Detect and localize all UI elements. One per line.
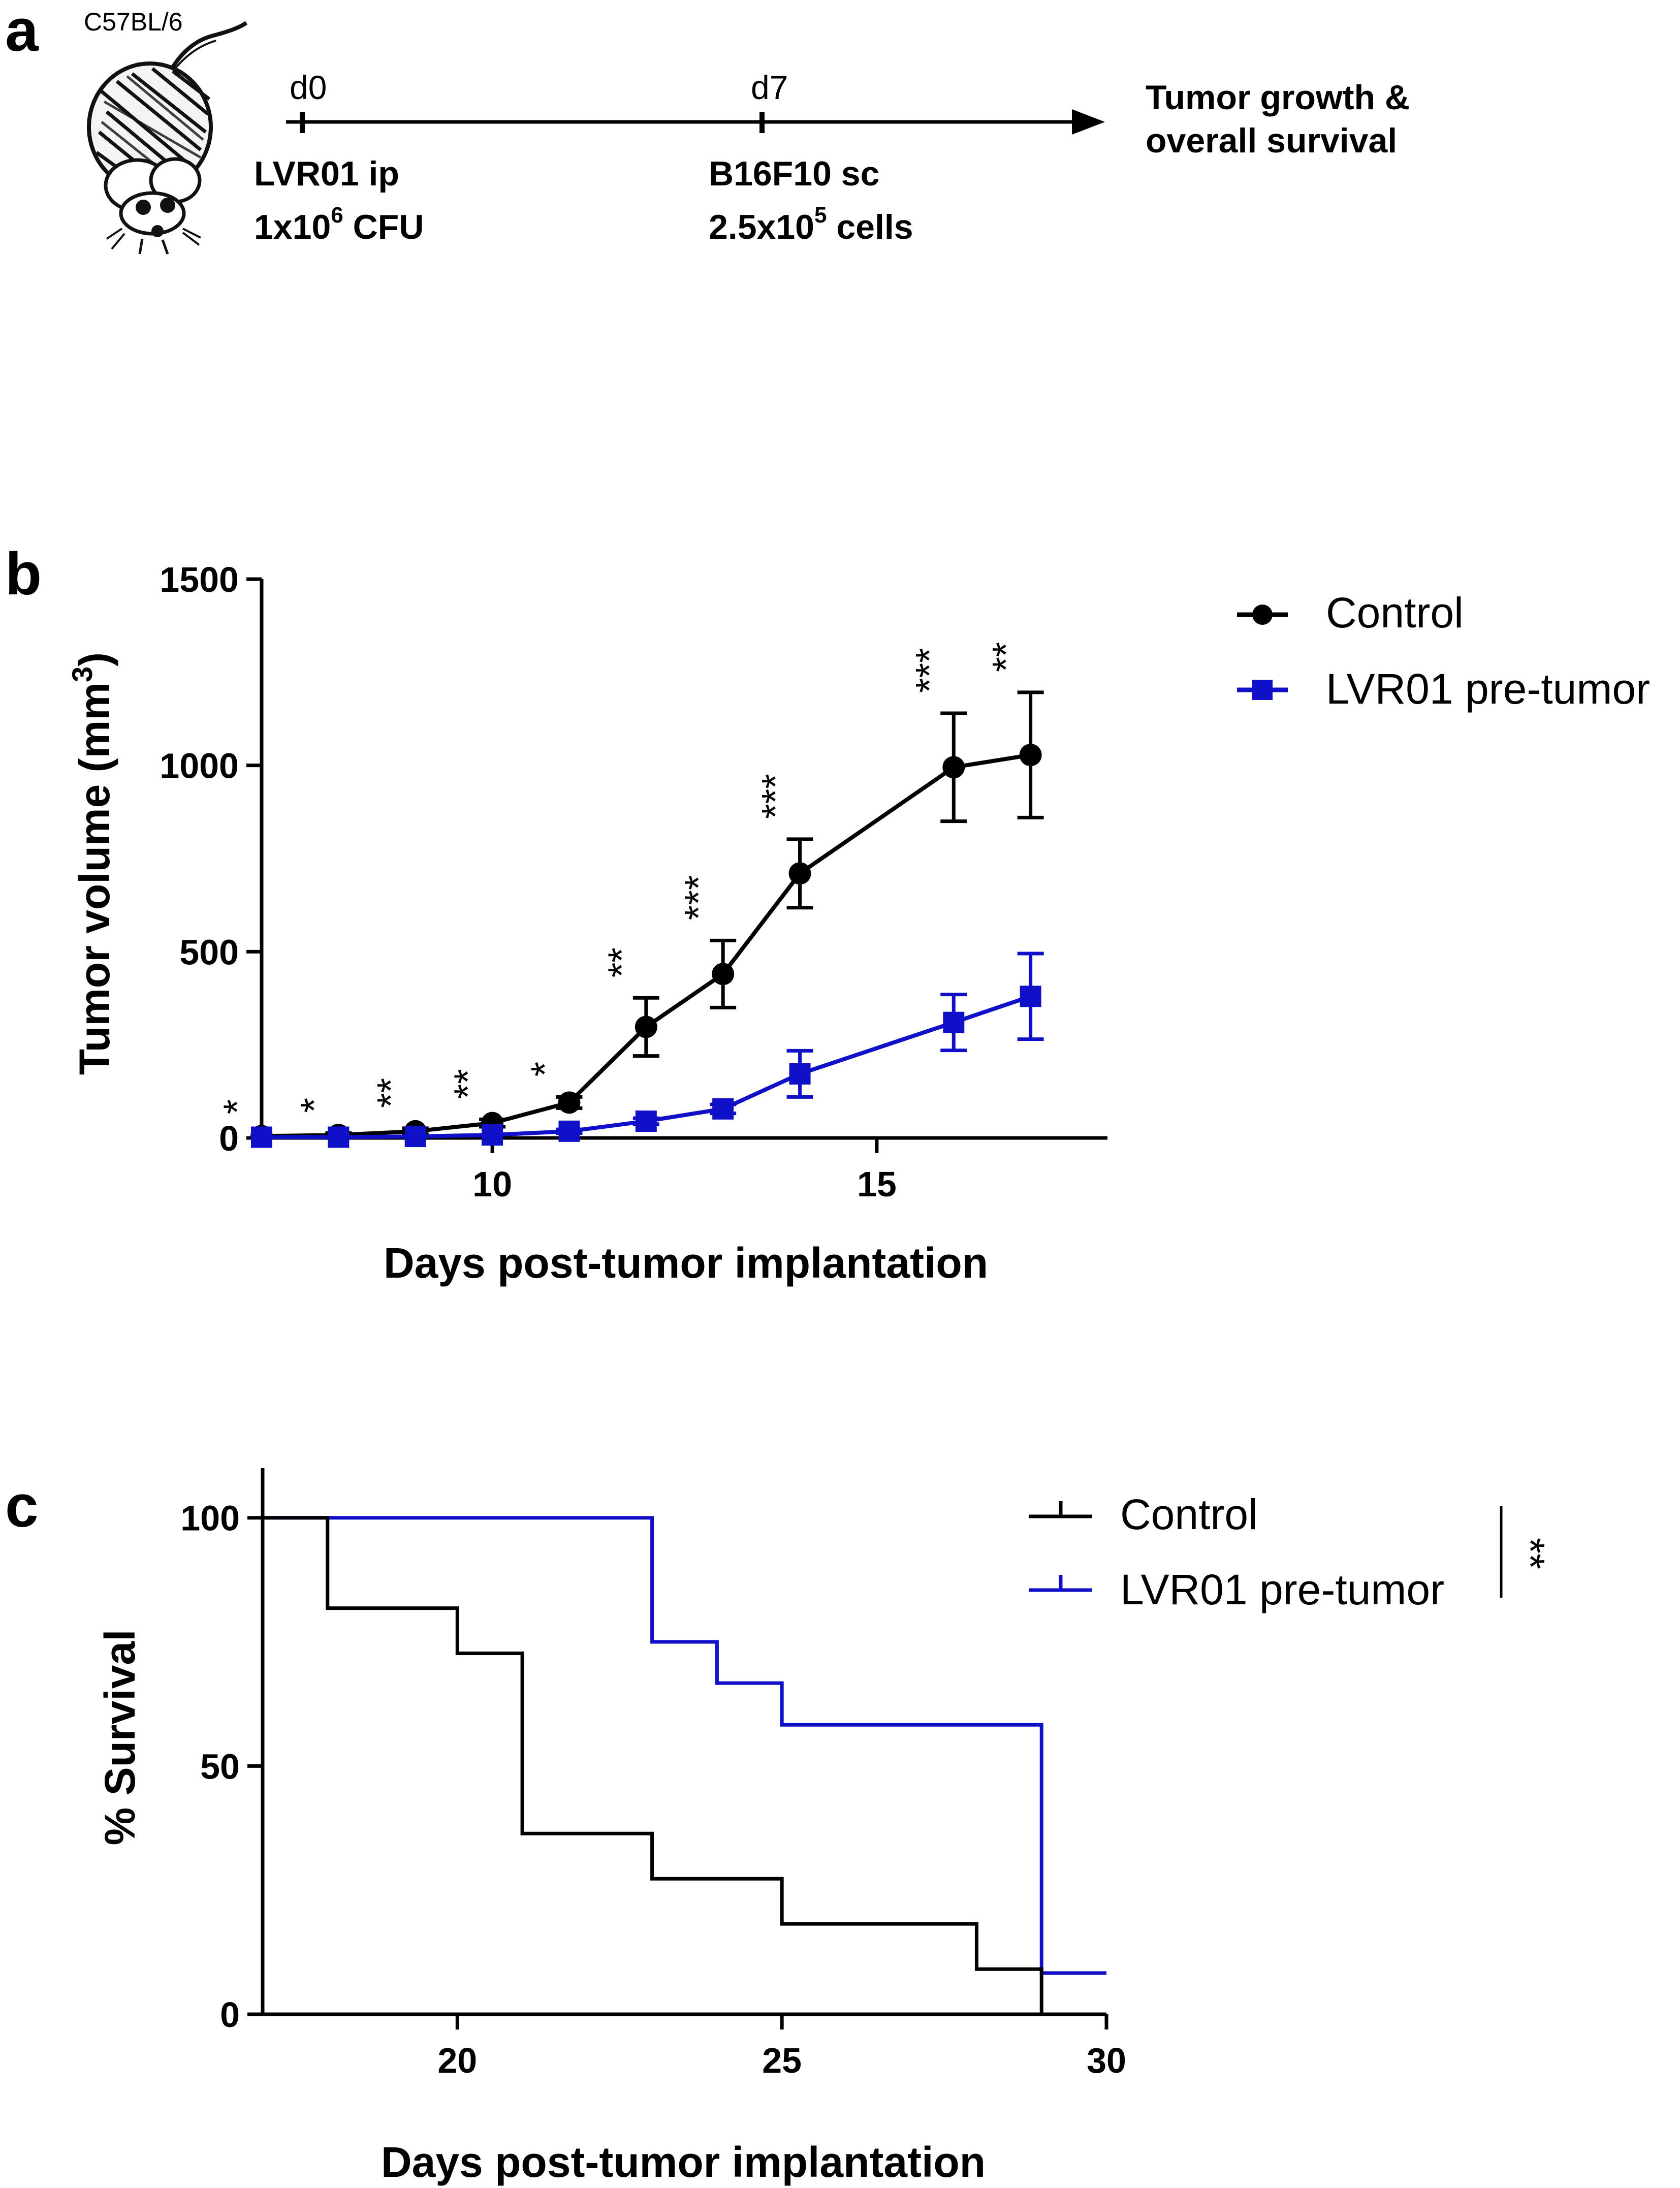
panel-b-legend: Control LVR01 pre-tumor xyxy=(1237,589,1650,713)
data-point xyxy=(251,1126,272,1148)
panel-c-label: c xyxy=(5,1473,39,1540)
significance-marker: *** xyxy=(908,648,951,693)
data-point xyxy=(1019,744,1042,767)
panel-a-label: a xyxy=(5,0,39,64)
data-point xyxy=(788,862,811,885)
significance-marker: ** xyxy=(600,947,644,977)
step2-line2-tail: cells xyxy=(827,208,913,246)
step1-line2: 1x106 CFU xyxy=(254,203,424,246)
strain-label: C57BL/6 xyxy=(84,8,183,36)
y-tick-label: 1500 xyxy=(160,560,239,599)
survival-curve-0 xyxy=(263,1516,1043,2014)
step2-line2-sup: 5 xyxy=(814,203,827,228)
legend-control-label: Control xyxy=(1326,589,1464,637)
significance-marker: ** xyxy=(370,1078,413,1108)
legend-treated-marker xyxy=(1252,680,1273,700)
panel-b-ylabel-tail: ) xyxy=(71,652,118,667)
legend-c-control-label: Control xyxy=(1120,1491,1258,1538)
data-point xyxy=(404,1126,426,1148)
legend-control-marker xyxy=(1252,605,1273,625)
timeline-d0: d0 xyxy=(290,69,327,106)
y-tick-label: 50 xyxy=(200,1747,240,1786)
x-tick-label: 30 xyxy=(1087,2041,1126,2080)
step1-line2-tail: CFU xyxy=(343,208,424,246)
step1-line2-base: 1x10 xyxy=(254,208,331,246)
data-point xyxy=(635,1016,657,1038)
panel-c-xlabel: Days post-tumor implantation xyxy=(381,2138,986,2186)
data-point xyxy=(789,1063,811,1085)
survival-curve-1 xyxy=(263,1516,1106,1975)
legend-treated-label: LVR01 pre-tumor xyxy=(1326,665,1650,713)
y-tick-label: 500 xyxy=(179,932,239,972)
data-point xyxy=(328,1126,350,1148)
y-tick-label: 0 xyxy=(219,1119,239,1158)
timeline-d7: d7 xyxy=(751,69,788,106)
significance-marker: * xyxy=(523,1062,566,1077)
step1-line1: LVR01 ip xyxy=(254,154,399,193)
panel-c-ylabel: % Survival xyxy=(96,1630,144,1846)
panel-c-significance: ** xyxy=(1508,1538,1553,1569)
significance-marker: *** xyxy=(677,875,720,921)
significance-marker: * xyxy=(216,1099,259,1115)
x-tick-label: 20 xyxy=(437,2041,477,2080)
significance-marker: * xyxy=(293,1098,336,1113)
series-line-0 xyxy=(261,753,1031,1138)
survival-plot: 0 50 100 20 25 30 xyxy=(180,1468,1126,2080)
step2-line2: 2.5x105 cells xyxy=(709,203,913,246)
y-tick-label: 0 xyxy=(220,1995,240,2035)
panel-b-ylabel-sup: 3 xyxy=(66,667,98,682)
significance-marker: ** xyxy=(447,1069,490,1099)
panel-c-legend: Control LVR01 pre-tumor ** xyxy=(1029,1491,1553,1613)
data-point xyxy=(712,963,735,986)
data-point xyxy=(558,1120,580,1142)
data-point xyxy=(1020,986,1041,1007)
legend-c-treated-label: LVR01 pre-tumor xyxy=(1120,1566,1444,1613)
step2-line1: B16F10 sc xyxy=(709,154,879,193)
step2-line2-base: 2.5x10 xyxy=(709,208,814,246)
panel-b-ylabel-base: Tumor volume (mm xyxy=(71,682,118,1075)
x-tick-label: 10 xyxy=(472,1164,512,1204)
mouse-icon xyxy=(87,21,248,255)
y-tick-label: 100 xyxy=(180,1499,240,1538)
significance-marker: ** xyxy=(985,642,1028,672)
data-point xyxy=(635,1111,657,1132)
timeline-arrowhead xyxy=(1072,109,1105,135)
x-tick-label: 15 xyxy=(857,1164,897,1204)
panel-a: a C57BL/6 d0 d7 LVR01 ip 1x106 CFU B16F1… xyxy=(5,0,1410,255)
outcome-line2: overall survival xyxy=(1146,121,1397,160)
data-point xyxy=(712,1098,734,1120)
data-point xyxy=(482,1124,503,1146)
step1-line2-sup: 6 xyxy=(331,203,343,228)
panel-b-xlabel: Days post-tumor implantation xyxy=(384,1239,988,1287)
outcome-line1: Tumor growth & xyxy=(1146,78,1410,117)
y-tick-label: 1000 xyxy=(160,746,239,786)
panel-c: c 0 50 100 20 25 30 Days post-tumor implantat… xyxy=(5,1468,1553,2186)
panel-b-label: b xyxy=(5,541,42,608)
data-point xyxy=(943,1011,965,1033)
data-point xyxy=(942,756,965,779)
series-line-1 xyxy=(262,994,1031,1139)
data-point xyxy=(558,1091,581,1114)
panel-b-ylabel: Tumor volume (mm3) xyxy=(66,652,118,1075)
x-tick-label: 25 xyxy=(762,2041,802,2080)
significance-marker: *** xyxy=(754,774,798,819)
